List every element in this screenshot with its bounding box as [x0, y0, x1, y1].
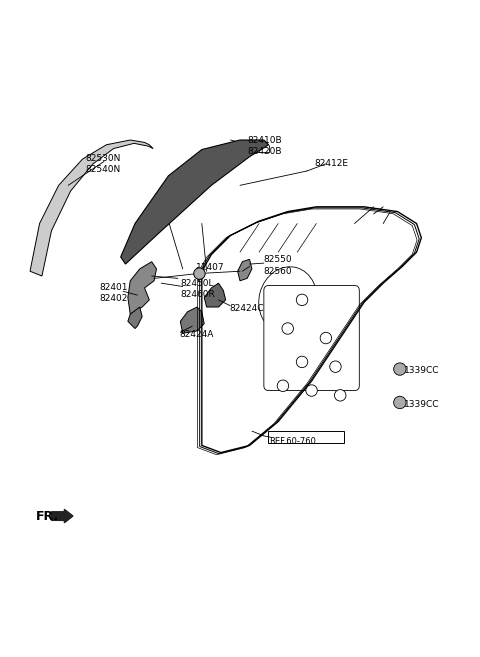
- Text: 82412E: 82412E: [314, 160, 348, 168]
- Polygon shape: [180, 307, 204, 333]
- Text: 82424A: 82424A: [179, 330, 213, 339]
- Text: 82401
82402: 82401 82402: [99, 283, 128, 303]
- Text: 82450L
82460R: 82450L 82460R: [180, 279, 215, 300]
- Circle shape: [394, 363, 406, 375]
- Text: FR.: FR.: [36, 510, 59, 523]
- FancyArrow shape: [51, 509, 73, 523]
- Circle shape: [306, 385, 317, 396]
- Text: 82530N
82540N: 82530N 82540N: [85, 154, 120, 174]
- Circle shape: [282, 323, 293, 334]
- Text: 82410B
82420B: 82410B 82420B: [247, 136, 282, 156]
- Ellipse shape: [259, 267, 317, 333]
- Polygon shape: [30, 140, 153, 276]
- FancyBboxPatch shape: [268, 430, 344, 443]
- Polygon shape: [128, 261, 156, 314]
- Circle shape: [194, 268, 205, 279]
- Polygon shape: [128, 307, 142, 328]
- FancyBboxPatch shape: [264, 286, 360, 390]
- Polygon shape: [238, 260, 252, 281]
- Circle shape: [394, 396, 406, 409]
- Circle shape: [335, 390, 346, 401]
- Circle shape: [330, 361, 341, 373]
- Text: 82424C: 82424C: [229, 304, 264, 313]
- Text: REF.60-760: REF.60-760: [270, 437, 316, 445]
- Circle shape: [277, 380, 288, 392]
- Text: 1339CC: 1339CC: [404, 400, 440, 409]
- Circle shape: [320, 332, 332, 344]
- Text: 82550
82560: 82550 82560: [263, 256, 291, 275]
- Polygon shape: [204, 283, 226, 307]
- Text: 11407: 11407: [196, 263, 224, 273]
- Text: 1339CC: 1339CC: [404, 365, 440, 374]
- Polygon shape: [120, 140, 269, 264]
- Ellipse shape: [288, 333, 336, 381]
- Circle shape: [296, 356, 308, 368]
- Circle shape: [296, 294, 308, 306]
